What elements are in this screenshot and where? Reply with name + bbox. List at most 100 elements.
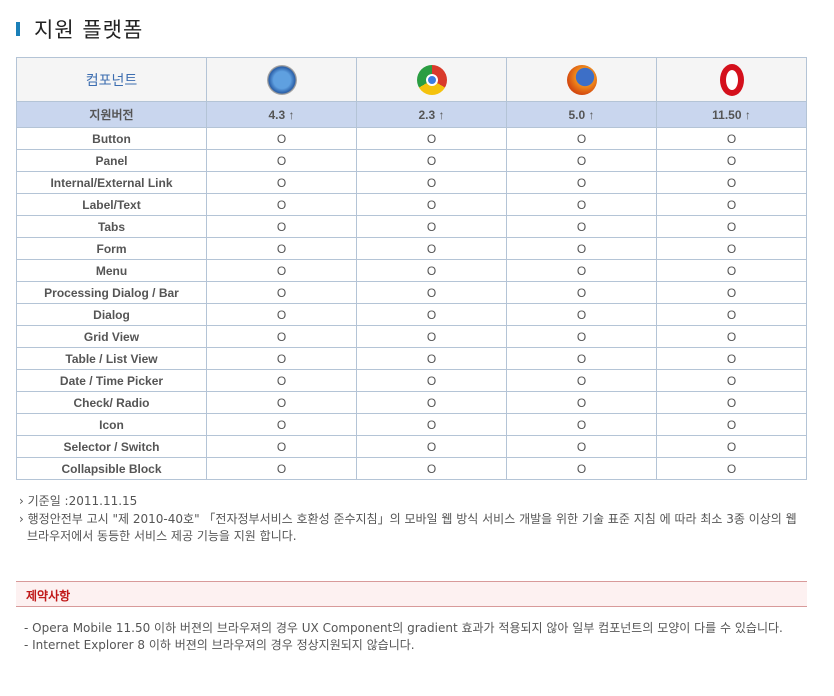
support-cell: O — [506, 149, 657, 172]
version-firefox: 5.0 ↑ — [506, 101, 657, 128]
support-cell: O — [206, 325, 357, 348]
component-name: Collapsible Block — [16, 457, 207, 480]
support-cell: O — [506, 347, 657, 370]
platform-support-table: 컴포넌트 지원버전 4.3 ↑ 2.3 ↑ 5.0 ↑ 11.50 ↑ Butt… — [16, 57, 807, 480]
support-cell: O — [656, 127, 807, 150]
notes: › 기준일 :2011.11.15 › 행정안전부 고시 "제 2010-40호… — [17, 493, 807, 546]
version-row: 지원버전 4.3 ↑ 2.3 ↑ 5.0 ↑ 11.50 ↑ — [16, 101, 807, 128]
component-name: Check/ Radio — [16, 391, 207, 414]
component-name: Icon — [16, 413, 207, 436]
support-cell: O — [656, 281, 807, 304]
support-cell: O — [506, 369, 657, 392]
component-name: Table / List View — [16, 347, 207, 370]
table-row: Tabs O O O O — [16, 215, 807, 238]
support-cell: O — [656, 171, 807, 194]
restriction-item: - Opera Mobile 11.50 이하 버젼의 브라우져의 경우 UX … — [24, 621, 783, 635]
component-header: 컴포넌트 — [16, 57, 207, 102]
support-cell: O — [206, 193, 357, 216]
table-row: Collapsible Block O O O O — [16, 457, 807, 480]
support-cell: O — [656, 369, 807, 392]
table-row: Internal/External Link O O O O — [16, 171, 807, 194]
support-cell: O — [356, 413, 507, 436]
note-date: › 기준일 :2011.11.15 — [19, 494, 138, 508]
version-chrome: 2.3 ↑ — [356, 101, 507, 128]
support-cell: O — [356, 303, 507, 326]
component-name: Button — [16, 127, 207, 150]
support-cell: O — [206, 237, 357, 260]
support-cell: O — [506, 281, 657, 304]
support-cell: O — [206, 149, 357, 172]
support-cell: O — [206, 391, 357, 414]
support-cell: O — [506, 457, 657, 480]
support-cell: O — [356, 127, 507, 150]
table-row: Selector / Switch O O O O — [16, 435, 807, 458]
safari-icon — [266, 64, 297, 95]
support-cell: O — [356, 259, 507, 282]
support-cell: O — [506, 259, 657, 282]
component-name: Date / Time Picker — [16, 369, 207, 392]
support-cell: O — [506, 325, 657, 348]
support-cell: O — [206, 369, 357, 392]
component-name: Menu — [16, 259, 207, 282]
support-cell: O — [206, 127, 357, 150]
support-cell: O — [656, 149, 807, 172]
support-cell: O — [356, 281, 507, 304]
table-row: Processing Dialog / Bar O O O O — [16, 281, 807, 304]
restrictions-list: - Opera Mobile 11.50 이하 버젼의 브라우져의 경우 UX … — [24, 620, 804, 654]
page-title-text: 지원 플랫폼 — [34, 18, 144, 42]
component-name: Grid View — [16, 325, 207, 348]
table-row: Table / List View O O O O — [16, 347, 807, 370]
component-name: Panel — [16, 149, 207, 172]
support-cell: O — [656, 391, 807, 414]
support-cell: O — [656, 303, 807, 326]
restriction-item: - Internet Explorer 8 이하 버젼의 브라우져의 경우 정상… — [24, 638, 415, 652]
support-cell: O — [206, 303, 357, 326]
support-cell: O — [206, 413, 357, 436]
support-cell: O — [206, 215, 357, 238]
component-name: Tabs — [16, 215, 207, 238]
support-cell: O — [356, 347, 507, 370]
table-row: Grid View O O O O — [16, 325, 807, 348]
support-cell: O — [506, 127, 657, 150]
firefox-icon — [566, 64, 597, 95]
support-cell: O — [656, 435, 807, 458]
support-cell: O — [356, 149, 507, 172]
support-cell: O — [356, 435, 507, 458]
component-name: Internal/External Link — [16, 171, 207, 194]
component-name: Processing Dialog / Bar — [16, 281, 207, 304]
support-cell: O — [206, 171, 357, 194]
opera-icon — [719, 63, 744, 96]
table-row: Dialog O O O O — [16, 303, 807, 326]
table-row: Icon O O O O — [16, 413, 807, 436]
support-cell: O — [206, 259, 357, 282]
support-cell: O — [206, 457, 357, 480]
restrictions-header: 제약사항 — [16, 581, 807, 607]
support-cell: O — [206, 281, 357, 304]
support-cell: O — [656, 347, 807, 370]
table-row: Menu O O O O — [16, 259, 807, 282]
support-cell: O — [656, 215, 807, 238]
header-row: 컴포넌트 — [16, 57, 807, 102]
version-opera: 11.50 ↑ — [656, 101, 807, 128]
table-row: Button O O O O — [16, 127, 807, 150]
support-cell: O — [506, 303, 657, 326]
page-title: 지원 플랫폼 — [16, 14, 143, 44]
support-cell: O — [356, 391, 507, 414]
support-cell: O — [656, 325, 807, 348]
version-safari: 4.3 ↑ — [206, 101, 357, 128]
table-row: Panel O O O O — [16, 149, 807, 172]
table-row: Label/Text O O O O — [16, 193, 807, 216]
support-cell: O — [506, 435, 657, 458]
support-cell: O — [356, 237, 507, 260]
support-cell: O — [656, 237, 807, 260]
support-cell: O — [656, 413, 807, 436]
component-name: Label/Text — [16, 193, 207, 216]
support-cell: O — [506, 391, 657, 414]
support-cell: O — [356, 193, 507, 216]
support-cell: O — [656, 457, 807, 480]
table-row: Date / Time Picker O O O O — [16, 369, 807, 392]
version-label: 지원버전 — [16, 101, 207, 128]
component-name: Dialog — [16, 303, 207, 326]
support-cell: O — [506, 193, 657, 216]
support-cell: O — [356, 215, 507, 238]
